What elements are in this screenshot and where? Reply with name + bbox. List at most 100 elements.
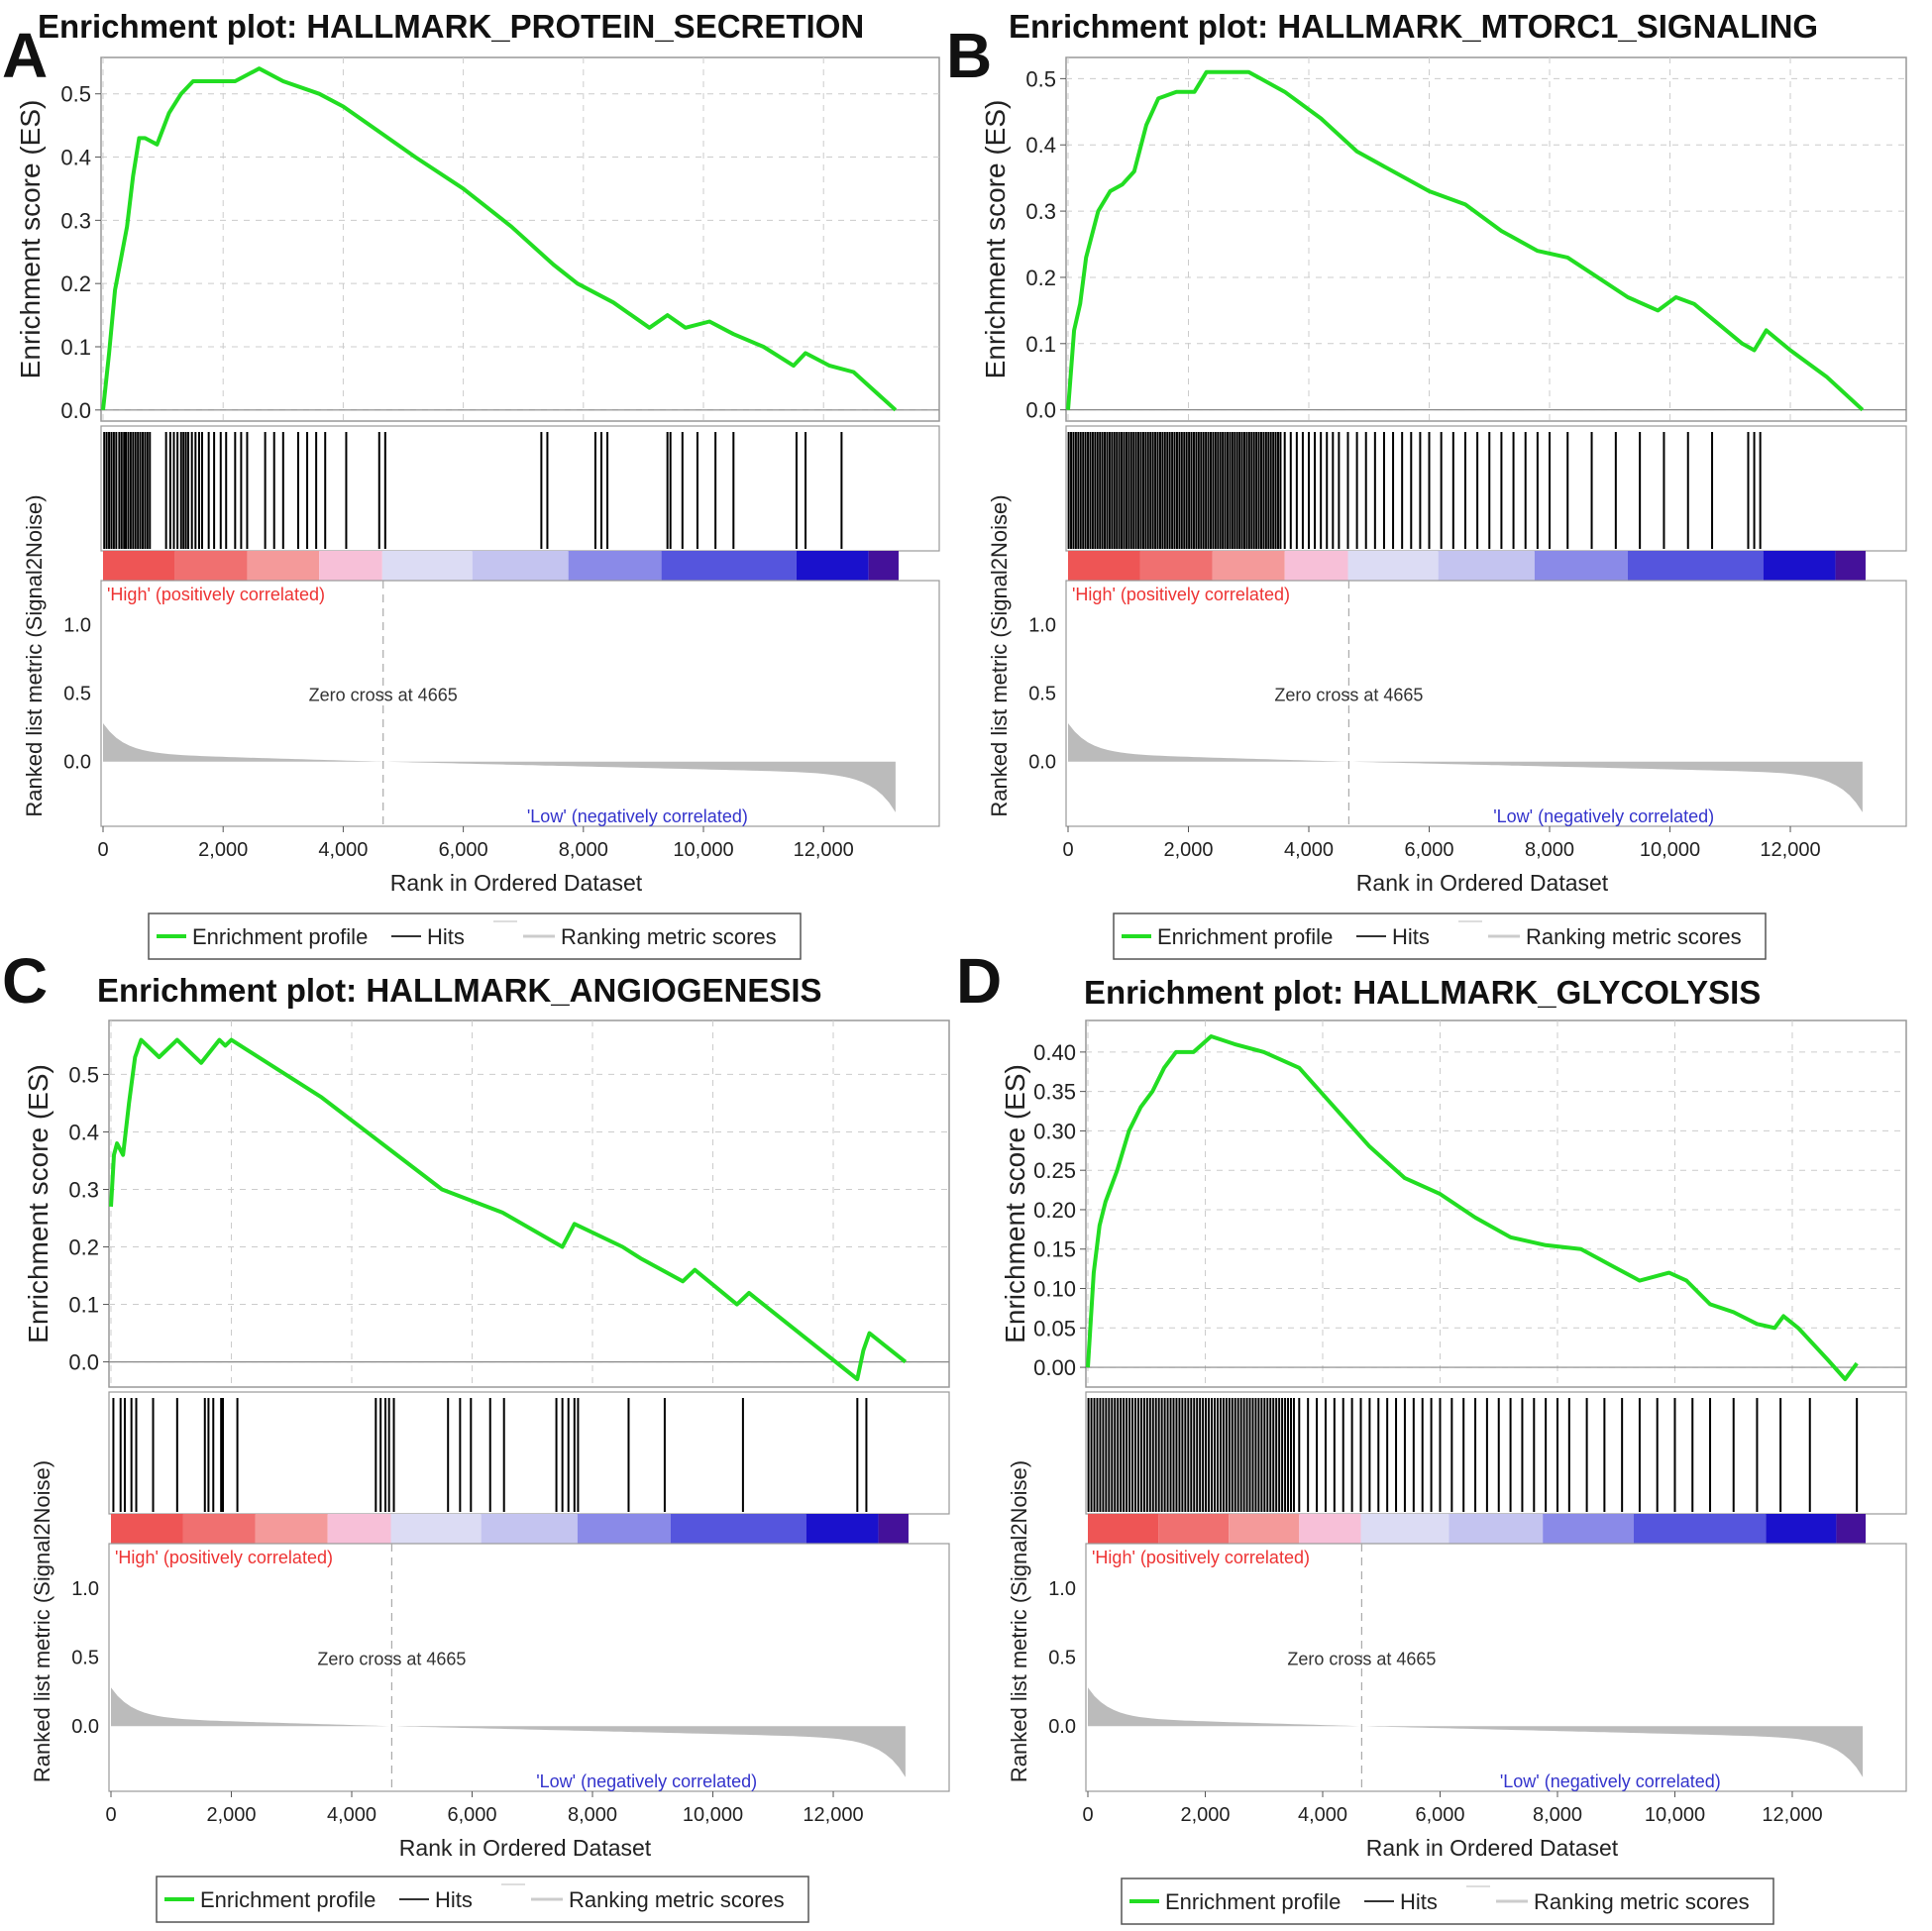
x-tick-label: 2,000 — [1163, 839, 1213, 861]
es-y-tick-label: 0.2 — [1025, 266, 1056, 290]
metric-y-tick-label: 0.5 — [71, 1648, 99, 1669]
x-tick-label: 12,000 — [1760, 839, 1820, 861]
rank-color-band — [319, 551, 382, 581]
zero-cross-label: Zero cross at 4665 — [317, 1650, 466, 1669]
legend: Enrichment profile Hits Ranking metric sco… — [1113, 912, 1767, 960]
es-y-tick-label: 0.1 — [68, 1293, 99, 1318]
x-tick-label: 4,000 — [318, 839, 368, 861]
x-tick-label: 0 — [97, 839, 108, 861]
enrichment-profile-line — [101, 66, 898, 412]
legend: Enrichment profile Hits Ranking metric sco… — [148, 912, 802, 960]
x-tick-label: 10,000 — [673, 839, 733, 861]
es-plot-frame — [1065, 56, 1907, 422]
x-tick-label: 12,000 — [794, 839, 854, 861]
metric-y-axis-label: Ranked list metric (Signal2Noise) — [22, 494, 47, 816]
legend-hits-label: Hits — [435, 1887, 473, 1912]
es-y-tick-label: 0.5 — [60, 82, 91, 107]
rank-color-band — [878, 1514, 909, 1544]
ranking-metric-area — [1068, 723, 1863, 812]
rank-color-band — [1534, 551, 1628, 581]
x-tick-label: 10,000 — [683, 1804, 743, 1826]
panel-letter: B — [946, 20, 992, 91]
legend-metric-label: Ranking metric scores — [569, 1887, 785, 1912]
panel-letter: A — [2, 20, 48, 91]
x-axis-label: Rank in Ordered Dataset — [1366, 1835, 1619, 1861]
metric-y-tick-label: 1.0 — [71, 1578, 99, 1600]
metric-plot-frame — [100, 580, 940, 827]
es-plot-frame — [108, 1019, 950, 1388]
es-y-tick-label: 0.5 — [1025, 66, 1056, 91]
es-y-tick-label: 0.1 — [1025, 332, 1056, 357]
enrichment-profile-line — [109, 1037, 908, 1381]
high-correlated-label: 'High' (positively correlated) — [115, 1548, 333, 1567]
es-y-tick-label: 0.20 — [1033, 1198, 1076, 1223]
metric-y-tick-label: 1.0 — [1048, 1578, 1076, 1600]
rank-color-band — [481, 1514, 578, 1544]
es-y-tick-label: 0.25 — [1033, 1158, 1076, 1183]
x-axis-label: Rank in Ordered Dataset — [399, 1835, 652, 1861]
x-tick-label: 0 — [1062, 839, 1073, 861]
x-tick-label: 12,000 — [1762, 1804, 1822, 1826]
panel-d: D Enrichment plot: HALLMARK_GLYCOLYSIS 0.0… — [956, 945, 1907, 1925]
rank-color-band — [111, 1514, 183, 1544]
chart-title: Enrichment plot: HALLMARK_ANGIOGENESIS — [97, 972, 822, 1009]
chart-title: Enrichment plot: HALLMARK_GLYCOLYSIS — [1084, 974, 1761, 1011]
legend: Enrichment profile Hits Ranking metric sco… — [156, 1876, 809, 1923]
low-correlated-label: 'Low' (negatively correlated) — [527, 806, 748, 826]
x-tick-label: 4,000 — [1284, 839, 1334, 861]
ranking-metric-area — [111, 1687, 906, 1777]
rank-color-band — [1299, 1514, 1361, 1544]
x-tick-label: 0 — [1082, 1804, 1093, 1826]
rank-color-band — [1627, 551, 1764, 581]
x-tick-label: 8,000 — [568, 1804, 617, 1826]
es-y-tick-label: 0.3 — [1025, 199, 1056, 224]
chart-title: Enrichment plot: HALLMARK_PROTEIN_SECRET… — [38, 8, 864, 45]
ranking-metric-area — [1088, 1687, 1864, 1777]
rank-color-band — [182, 1514, 256, 1544]
high-correlated-label: 'High' (positively correlated) — [107, 585, 325, 604]
x-tick-label: 6,000 — [447, 1804, 496, 1826]
legend-hits-label: Hits — [1392, 924, 1430, 949]
es-y-tick-label: 0.2 — [60, 271, 91, 296]
x-tick-label: 2,000 — [198, 839, 248, 861]
metric-y-tick-label: 1.0 — [63, 615, 91, 637]
rank-color-band — [1438, 551, 1535, 581]
x-tick-label: 4,000 — [1298, 1804, 1347, 1826]
es-y-axis-label: Enrichment score (ES) — [15, 100, 46, 379]
legend-profile-label: Enrichment profile — [1165, 1889, 1341, 1914]
rank-color-band — [327, 1514, 391, 1544]
ranking-metric-area — [103, 723, 896, 812]
rank-color-band — [1212, 551, 1285, 581]
metric-y-axis-label: Ranked list metric (Signal2Noise) — [987, 494, 1012, 816]
rank-color-band — [868, 551, 899, 581]
legend-metric-label: Ranking metric scores — [561, 924, 777, 949]
low-correlated-label: 'Low' (negatively correlated) — [536, 1771, 757, 1791]
metric-y-tick-label: 1.0 — [1028, 615, 1056, 637]
rank-color-band — [247, 551, 320, 581]
rank-color-band — [381, 551, 473, 581]
metric-y-tick-label: 0.5 — [1028, 684, 1056, 705]
rank-color-band — [174, 551, 248, 581]
es-y-tick-label: 0.00 — [1033, 1355, 1076, 1380]
x-tick-label: 12,000 — [803, 1804, 863, 1826]
enrichment-profile-line — [1066, 69, 1865, 412]
legend-profile-label: Enrichment profile — [200, 1887, 376, 1912]
rank-color-band — [568, 551, 662, 581]
zero-cross-label: Zero cross at 4665 — [1287, 1650, 1436, 1669]
es-y-tick-label: 0.1 — [60, 335, 91, 360]
es-y-tick-label: 0.3 — [60, 208, 91, 233]
rank-color-band — [255, 1514, 328, 1544]
rank-color-band — [1836, 1514, 1867, 1544]
rank-color-band — [1284, 551, 1348, 581]
metric-y-tick-label: 0.0 — [1048, 1716, 1076, 1738]
rank-color-band — [1835, 551, 1866, 581]
rank-color-band — [1158, 1514, 1230, 1544]
metric-plot-frame — [1065, 580, 1907, 827]
es-plot-frame — [100, 56, 940, 422]
metric-plot-frame — [1085, 1543, 1907, 1792]
panel-letter: D — [956, 945, 1002, 1017]
legend: Enrichment profile Hits Ranking metric sco… — [1121, 1877, 1774, 1925]
legend-metric-label: Ranking metric scores — [1534, 1889, 1750, 1914]
rank-color-band — [1068, 551, 1140, 581]
